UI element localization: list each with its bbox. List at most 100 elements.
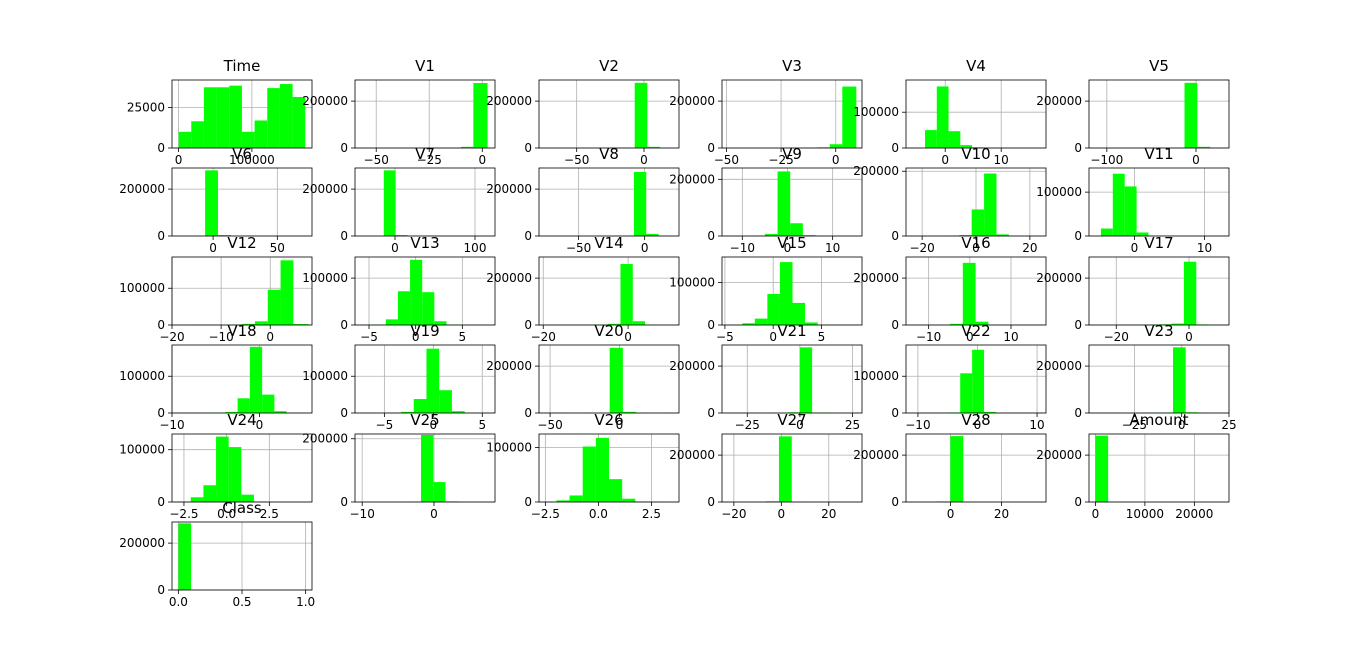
- x-tick-label: 0: [1185, 330, 1193, 344]
- axes-frame: [721, 433, 863, 503]
- x-tick-label: 2.5: [260, 507, 279, 521]
- y-tick-label: 0: [524, 141, 532, 155]
- x-tick-label: −25: [768, 153, 793, 167]
- panel-title: V15: [777, 234, 806, 252]
- histogram-bar: [608, 323, 621, 325]
- x-tick-label: 10: [1003, 330, 1018, 344]
- x-tick-label: −10: [730, 241, 755, 255]
- panel-title: V26: [594, 411, 623, 429]
- x-tick-label: 0: [947, 507, 955, 521]
- x-tick-label: 20000: [1175, 507, 1213, 521]
- axes-frame: [171, 344, 313, 414]
- x-tick-label: 0.0: [169, 595, 188, 609]
- x-tick-label: 1.0: [296, 595, 315, 609]
- y-tick-label: 100000: [119, 369, 165, 383]
- histogram-bar: [971, 209, 985, 236]
- x-tick-label: −100: [1090, 153, 1123, 167]
- x-tick-label: −2.5: [169, 507, 198, 521]
- histogram-bar: [203, 87, 217, 148]
- panel-class: 0.0 0.5 1.0 0 200000 Class: [119, 499, 315, 609]
- histogram-bar: [413, 399, 427, 413]
- panel-title: V16: [961, 234, 990, 252]
- x-tick-label: 0: [1178, 418, 1186, 432]
- panel-v6: 0 50 0 200000 V6: [119, 145, 313, 255]
- y-tick-label: 0: [707, 141, 715, 155]
- histogram-bar: [972, 349, 985, 413]
- y-tick-label: 25000: [127, 101, 165, 115]
- x-tick-label: 10: [1029, 418, 1044, 432]
- histogram-bar: [461, 146, 474, 148]
- x-tick-label: −50: [537, 418, 562, 432]
- x-tick-label: −5: [716, 330, 734, 344]
- axes-frame: [1088, 433, 1230, 503]
- axes-frame: [721, 167, 863, 237]
- y-tick-label: 0: [524, 229, 532, 243]
- axes-frame: [171, 256, 313, 326]
- panel-v10: −20 0 20 0 200000 V10: [853, 145, 1047, 255]
- axes-frame: [1088, 344, 1230, 414]
- axes-frame: [354, 256, 496, 326]
- x-tick-label: 50: [270, 241, 285, 255]
- x-tick-label: −25: [417, 153, 442, 167]
- histogram-bar: [950, 323, 963, 325]
- panel-v17: −20 0 0 200000 V17: [1036, 234, 1230, 344]
- x-tick-label: 0: [769, 330, 777, 344]
- histogram-bar: [647, 146, 661, 148]
- histogram-bar: [178, 131, 192, 148]
- histogram-bar: [1095, 435, 1109, 502]
- y-tick-label: 0: [157, 583, 165, 597]
- y-tick-label: 200000: [302, 432, 348, 446]
- panel-v24: −2.5 0.0 2.5 0 100000 V24: [119, 411, 313, 521]
- histogram-bar: [410, 259, 423, 325]
- y-tick-label: 100000: [486, 441, 532, 455]
- x-tick-label: 0: [832, 153, 840, 167]
- histogram-bar: [754, 318, 768, 325]
- y-tick-label: 0: [524, 406, 532, 420]
- x-tick-label: −2.5: [531, 507, 560, 521]
- y-tick-label: 100000: [302, 369, 348, 383]
- y-tick-label: 100000: [119, 281, 165, 295]
- histogram-bar: [217, 235, 231, 236]
- y-tick-label: 0: [891, 229, 899, 243]
- histogram-bar: [1100, 228, 1113, 236]
- histogram-bar: [742, 323, 755, 325]
- histogram-bar: [632, 321, 646, 325]
- histogram-bar: [622, 498, 636, 502]
- x-tick-label: 0: [796, 418, 804, 432]
- x-tick-label: 0: [175, 153, 183, 167]
- panel-title: V9: [782, 145, 802, 163]
- histogram-bar: [262, 394, 275, 413]
- x-tick-label: −20: [721, 507, 746, 521]
- panel-title: V25: [410, 411, 439, 429]
- y-tick-label: 100000: [853, 105, 899, 119]
- panel-v28: 0 20 0 200000 V28: [853, 411, 1047, 521]
- y-tick-label: 200000: [1036, 448, 1082, 462]
- x-tick-label: −10: [159, 418, 184, 432]
- x-tick-label: −50: [564, 153, 589, 167]
- histogram-bar: [975, 321, 989, 325]
- histogram-bar: [241, 131, 255, 148]
- y-tick-label: 100000: [1036, 185, 1082, 199]
- panel-v19: −5 0 5 0 100000 V19: [302, 322, 496, 432]
- panel-v8: −50 0 0 200000 V8: [486, 145, 680, 255]
- x-tick-label: 5: [818, 330, 826, 344]
- y-tick-label: 0: [1074, 495, 1082, 509]
- histogram-bar: [960, 373, 973, 413]
- axes-frame: [721, 79, 863, 149]
- panel-v13: −5 0 5 0 100000 V13: [302, 234, 496, 344]
- panel-v20: −50 0 0 200000 V20: [486, 322, 680, 432]
- y-tick-label: 0: [891, 406, 899, 420]
- x-tick-label: −50: [566, 241, 591, 255]
- histogram-bar: [203, 485, 217, 502]
- x-tick-label: 5: [478, 418, 486, 432]
- x-tick-label: 20: [821, 507, 836, 521]
- histogram-bar: [633, 171, 647, 236]
- x-tick-label: −20: [1104, 330, 1129, 344]
- histogram-bar: [451, 411, 465, 413]
- y-tick-label: 0: [340, 318, 348, 332]
- x-tick-label: 0: [974, 418, 982, 432]
- y-tick-label: 0: [707, 229, 715, 243]
- x-tick-label: 0: [641, 241, 649, 255]
- histogram-bar: [473, 83, 488, 148]
- axes-frame: [1088, 167, 1230, 237]
